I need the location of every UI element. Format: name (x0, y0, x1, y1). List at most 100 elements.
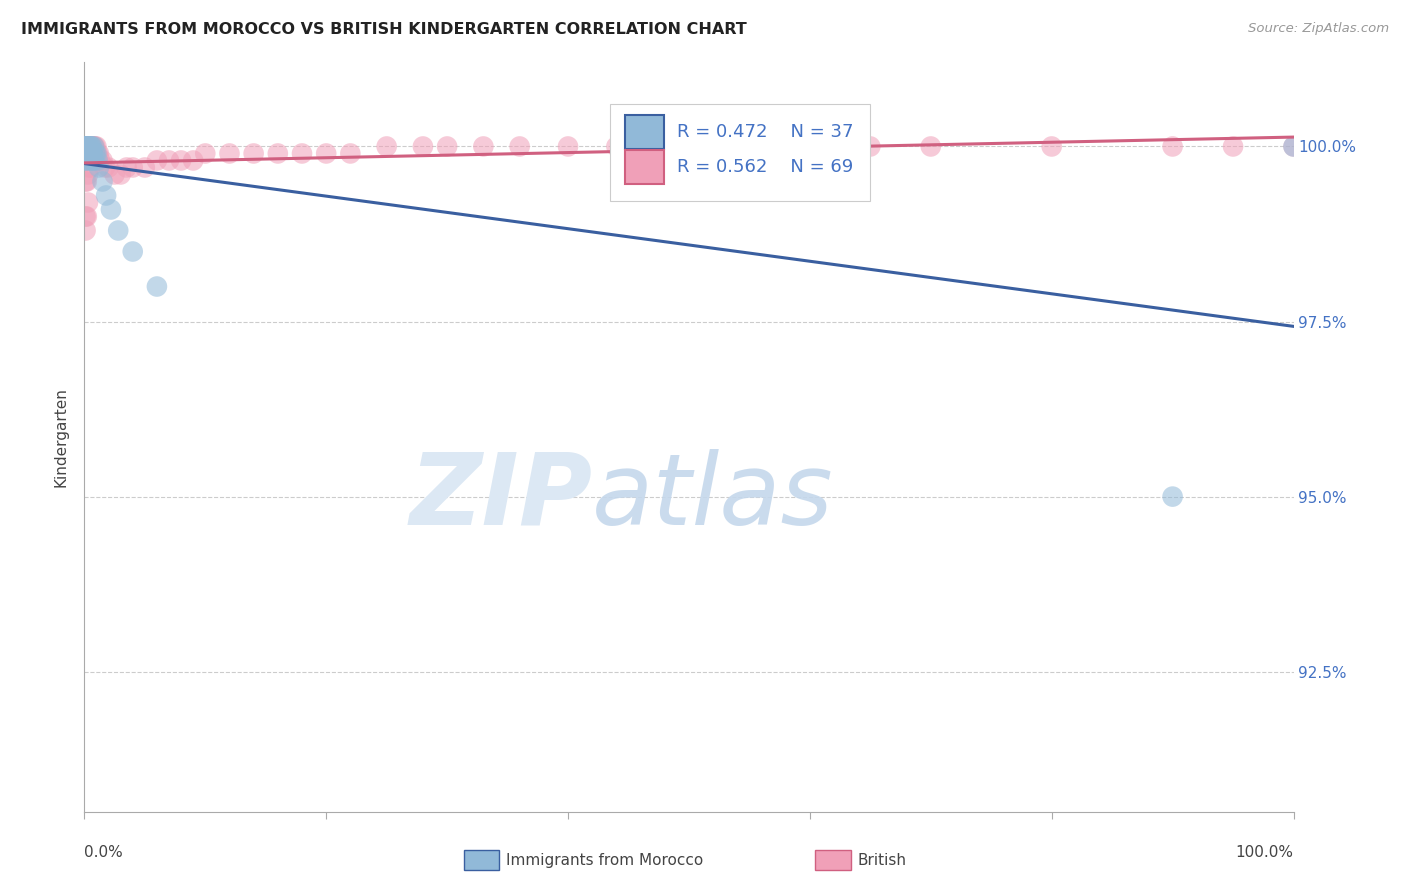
Text: ZIP: ZIP (409, 449, 592, 546)
Point (218, 146, 240, 161)
Point (86, 139, 108, 153)
Point (1161, 490, 1184, 504)
Point (77, 139, 100, 153)
Point (77, 146, 100, 161)
Point (472, 139, 495, 153)
Point (79, 139, 101, 153)
Point (104, 168, 127, 182)
Point (83, 153, 105, 168)
Point (110, 168, 132, 182)
Point (80, 146, 103, 161)
Point (77, 139, 100, 153)
Point (82, 153, 104, 168)
Text: 0.0%: 0.0% (84, 846, 124, 861)
Point (83, 139, 105, 153)
Point (557, 139, 579, 153)
Point (91, 153, 114, 168)
Point (77, 168, 100, 182)
Point (436, 139, 458, 153)
Point (77, 139, 100, 153)
Point (82, 153, 104, 168)
Point (79, 146, 101, 161)
Point (83, 139, 105, 153)
Point (194, 146, 217, 161)
Point (799, 139, 821, 153)
Point (76, 139, 98, 153)
Point (77, 139, 100, 153)
Point (80, 146, 103, 161)
Point (107, 223, 129, 237)
Point (157, 153, 180, 168)
Point (77, 195, 100, 210)
Point (315, 146, 337, 161)
Point (79, 161, 101, 175)
Point (87, 146, 110, 161)
Point (76, 139, 98, 153)
Point (80, 139, 103, 153)
Point (75, 139, 97, 153)
FancyBboxPatch shape (610, 103, 870, 201)
Point (75, 210, 97, 224)
Point (89, 153, 111, 168)
Point (267, 146, 290, 161)
Point (75, 139, 97, 153)
Point (86, 153, 108, 168)
Point (86, 146, 108, 161)
Text: 100.0%: 100.0% (1236, 846, 1294, 861)
Point (77, 139, 100, 153)
Point (77, 146, 100, 161)
Point (146, 279, 169, 293)
Point (84, 139, 107, 153)
Point (76, 146, 98, 161)
Point (94, 161, 117, 175)
Point (115, 161, 138, 175)
Point (751, 139, 773, 153)
Point (75, 153, 97, 168)
Text: IMMIGRANTS FROM MOROCCO VS BRITISH KINDERGARTEN CORRELATION CHART: IMMIGRANTS FROM MOROCCO VS BRITISH KINDE… (21, 22, 747, 37)
Point (94, 188, 117, 202)
Point (702, 139, 724, 153)
Point (170, 153, 193, 168)
Text: Source: ZipAtlas.com: Source: ZipAtlas.com (1249, 22, 1389, 36)
Point (375, 139, 398, 153)
Point (80, 139, 103, 153)
Point (91, 174, 114, 188)
Point (100, 202, 122, 217)
Point (84, 146, 107, 161)
Text: R = 0.472    N = 37: R = 0.472 N = 37 (676, 123, 853, 141)
Point (77, 146, 100, 161)
Point (181, 153, 204, 168)
Point (97, 161, 120, 175)
Point (77, 161, 100, 175)
Point (1161, 139, 1184, 153)
Point (75, 174, 97, 188)
Point (83, 153, 105, 168)
Point (80, 139, 103, 153)
Point (1222, 139, 1244, 153)
Point (82, 146, 104, 161)
Text: Immigrants from Morocco: Immigrants from Morocco (506, 853, 703, 868)
Point (77, 146, 100, 161)
Text: R = 0.562    N = 69: R = 0.562 N = 69 (676, 159, 853, 177)
Point (86, 146, 108, 161)
Point (82, 146, 104, 161)
Point (79, 139, 101, 153)
Point (1040, 139, 1063, 153)
Point (79, 146, 101, 161)
Text: British: British (858, 853, 907, 868)
Point (75, 146, 97, 161)
Point (146, 153, 169, 168)
Point (412, 139, 434, 153)
Point (1282, 139, 1305, 153)
Point (76, 153, 98, 168)
Point (121, 244, 143, 259)
Point (79, 153, 101, 168)
Point (80, 153, 103, 168)
Point (76, 210, 98, 224)
Point (242, 146, 264, 161)
Point (82, 139, 104, 153)
Point (77, 139, 100, 153)
Point (654, 139, 676, 153)
Point (76, 153, 98, 168)
Point (339, 146, 361, 161)
